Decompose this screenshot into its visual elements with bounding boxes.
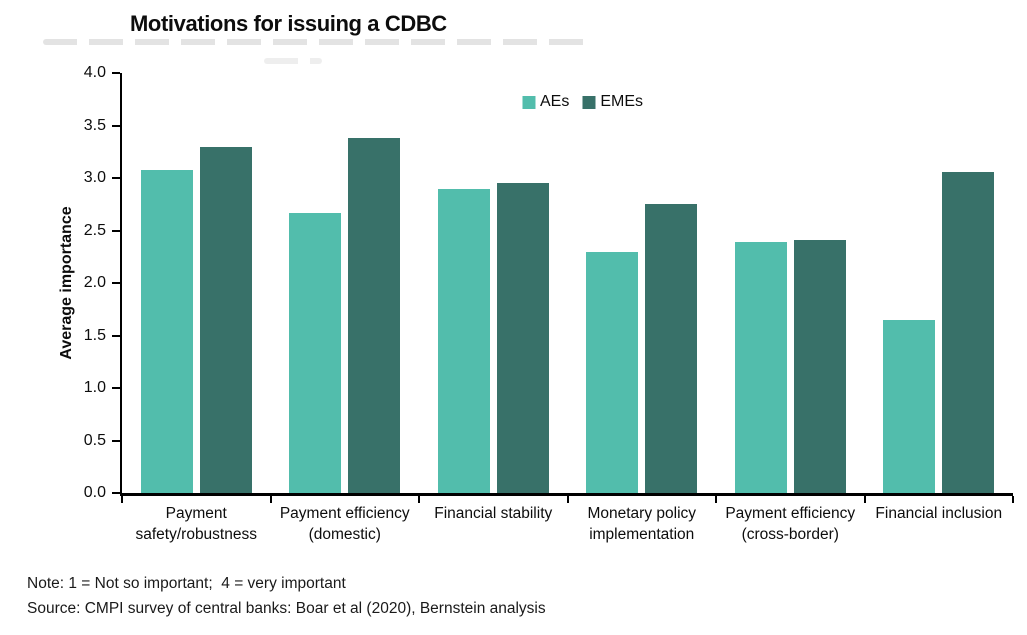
- bar-aes-2: [289, 212, 342, 493]
- y-axis-tick: [112, 229, 120, 232]
- faded-subtitle-smudge: [264, 58, 322, 64]
- y-axis-tick: [112, 334, 120, 337]
- y-tick-label: 1.0: [83, 379, 106, 396]
- legend-item-aes: AEs: [521, 93, 570, 111]
- bar-aes-6: [883, 319, 936, 493]
- x-axis-tick: [1012, 496, 1014, 503]
- y-axis-tick: [112, 439, 120, 442]
- y-axis-tick: [112, 72, 120, 74]
- category-label: Monetary policy implementation: [568, 503, 717, 545]
- category-label: Payment safety/robustness: [122, 503, 271, 545]
- legend-label: AEs: [539, 93, 570, 110]
- legend-label: EMEs: [600, 93, 644, 110]
- bar-emes-6: [942, 171, 995, 493]
- y-tick-label: 2.5: [83, 221, 106, 239]
- y-axis-tick: [112, 177, 120, 179]
- legend-swatch-icon: [521, 95, 535, 109]
- bar-emes-4: [645, 204, 698, 493]
- category-label-line: implementation: [589, 526, 695, 543]
- chart-title: Motivations for issuing a CDBC: [130, 11, 447, 36]
- y-axis-tick: [112, 282, 120, 284]
- y-tick-label: 3.5: [83, 116, 106, 134]
- y-axis-tick: [112, 387, 120, 389]
- bar-aes-1: [140, 169, 193, 493]
- y-axis-tick: [112, 492, 120, 494]
- x-axis-tick: [566, 496, 569, 503]
- x-axis-line: [120, 493, 1013, 496]
- x-axis-tick: [715, 496, 717, 503]
- x-axis-tick: [863, 496, 866, 503]
- category-label-line: Payment: [165, 505, 227, 522]
- category-label: Payment efficiency (domestic): [271, 503, 420, 545]
- y-tick-label: 0.0: [83, 484, 106, 501]
- faded-subtitle-smudge: [43, 39, 595, 45]
- category-label-line: Payment efficiency: [279, 505, 410, 522]
- bar-aes-5: [734, 242, 787, 493]
- bar-emes-5: [793, 239, 846, 493]
- bar-emes-2: [348, 138, 401, 493]
- y-tick-label: 2.0: [83, 274, 106, 291]
- y-axis-tick: [112, 124, 120, 127]
- y-tick-label: 4.0: [83, 64, 106, 81]
- legend-swatch-icon: [582, 95, 596, 109]
- y-tick-label: 0.5: [83, 431, 106, 449]
- x-axis-tick: [269, 496, 272, 503]
- y-tick-label: 1.5: [83, 326, 106, 344]
- category-label: Financial inclusion: [865, 503, 1014, 524]
- category-label-line: Payment efficiency: [725, 505, 856, 522]
- bar-emes-3: [496, 183, 549, 493]
- y-axis-line: [120, 73, 122, 496]
- bar-aes-4: [586, 251, 639, 493]
- x-axis-tick: [418, 496, 420, 503]
- category-label-line: (cross-border): [741, 526, 839, 543]
- bar-aes-3: [437, 188, 490, 493]
- source-text: Source: CMPI survey of central banks: Bo…: [27, 600, 546, 617]
- bar-emes-1: [199, 146, 252, 493]
- x-axis-tick: [121, 496, 123, 503]
- category-label-line: Monetary policy: [587, 505, 697, 522]
- category-label-line: Financial stability: [434, 505, 553, 522]
- footnotes: Note: 1 = Not so important; 4 = very imp…: [27, 571, 546, 621]
- note-text: Note: 1 = Not so important; 4 = very imp…: [27, 575, 346, 592]
- category-label: Financial stability: [419, 503, 568, 524]
- category-label: Payment efficiency (cross-border): [716, 503, 865, 545]
- legend: AEs EMEs: [521, 93, 643, 111]
- legend-item-emes: EMEs: [582, 93, 643, 111]
- category-label-line: safety/robustness: [135, 526, 257, 543]
- category-label-line: (domestic): [308, 526, 381, 543]
- y-tick-label: 3.0: [83, 169, 106, 186]
- plot-area: AEs EMEs 0.0 0.5 1.0 1.5 2.0 2.5 3.0 3.5 4.0 Payme…: [84, 64, 1014, 543]
- category-label-line: Financial inclusion: [875, 505, 1003, 522]
